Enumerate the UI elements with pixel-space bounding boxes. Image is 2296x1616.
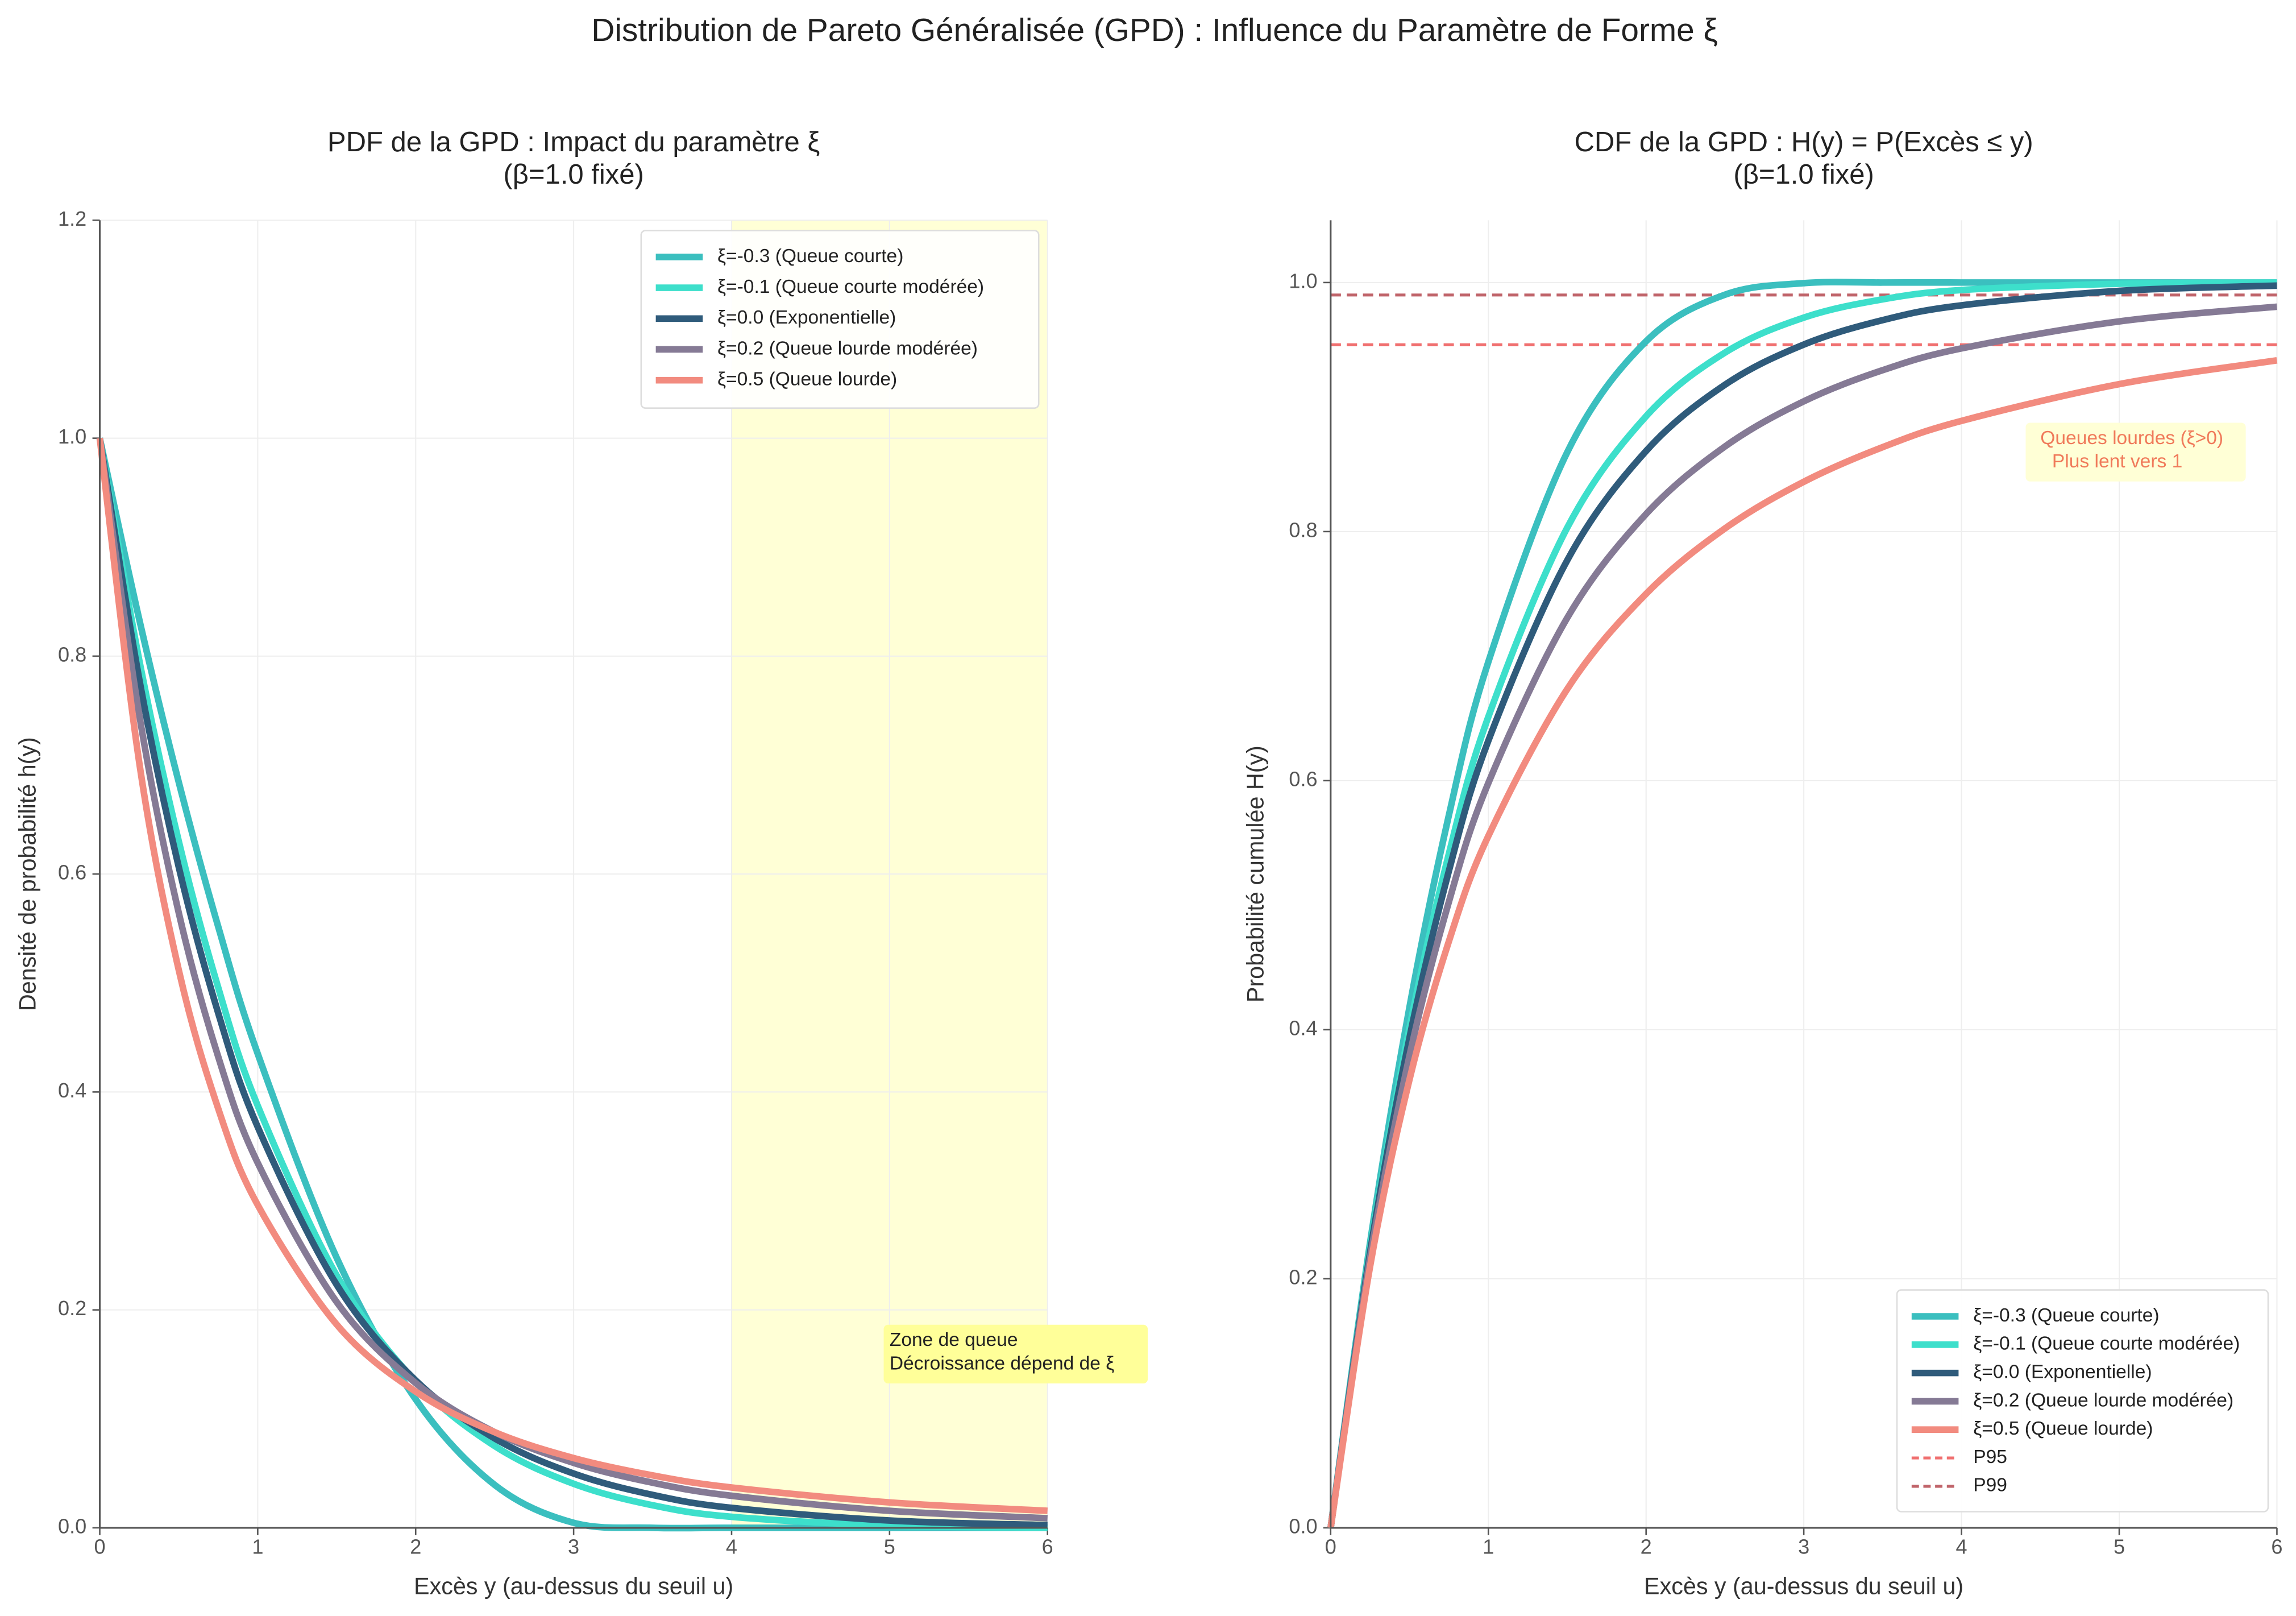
y-tick-label: 0.2 bbox=[1289, 1265, 1317, 1288]
y-tick-label: 0.6 bbox=[58, 861, 86, 884]
y-tick-label: 0.4 bbox=[58, 1079, 86, 1102]
legend: ξ=-0.3 (Queue courte) ξ=-0.1 (Queue court… bbox=[640, 230, 1040, 409]
x-axis-label: Excès y (au-dessus du seuil u) bbox=[1644, 1573, 1963, 1600]
legend-label: ξ=0.2 (Queue lourde modérée) bbox=[1973, 1390, 2233, 1411]
x-tick-label: 0 bbox=[1325, 1535, 1336, 1559]
figure-title: Distribution de Pareto Généralisée (GPD)… bbox=[591, 13, 1718, 48]
annotation-text: Plus lent vers 1 bbox=[2052, 451, 2182, 472]
x-axis-label: Excès y (au-dessus du seuil u) bbox=[414, 1573, 733, 1600]
legend-label: ξ=0.5 (Queue lourde) bbox=[1973, 1418, 2153, 1439]
annotation-box bbox=[2025, 422, 2246, 482]
y-axis-label: Probabilité cumulée H(y) bbox=[1243, 745, 1269, 1002]
x-tick-label: 4 bbox=[726, 1535, 737, 1559]
y-tick-label: 0.0 bbox=[58, 1514, 86, 1538]
y-tick-label: 1.0 bbox=[58, 425, 86, 448]
y-axis-label: Densité de probabilité h(y) bbox=[15, 737, 41, 1011]
x-tick-label: 5 bbox=[2114, 1535, 2125, 1559]
y-tick-label: 0.6 bbox=[1289, 767, 1317, 790]
x-tick-label: 6 bbox=[2271, 1535, 2282, 1559]
legend-label: P95 bbox=[1973, 1447, 2007, 1468]
x-tick-label: 2 bbox=[1641, 1535, 1652, 1559]
chart-title: PDF de la GPD : Impact du paramètre ξ bbox=[327, 127, 820, 158]
y-tick-label: 0.4 bbox=[1289, 1016, 1317, 1039]
legend-box bbox=[640, 230, 1040, 409]
y-tick-label: 1.0 bbox=[1289, 269, 1317, 292]
chart-title: (β=1.0 fixé) bbox=[1733, 159, 1874, 190]
x-tick-label: 1 bbox=[1483, 1535, 1494, 1559]
x-tick-label: 4 bbox=[1956, 1535, 1967, 1559]
annotation-text: Zone de queue bbox=[890, 1329, 1018, 1350]
x-tick-label: 6 bbox=[1042, 1535, 1053, 1559]
y-tick-label: 1.2 bbox=[58, 207, 86, 230]
y-tick-label: 0.0 bbox=[1289, 1514, 1317, 1538]
x-tick-label: 3 bbox=[568, 1535, 579, 1559]
legend-label: ξ=0.0 (Exponentielle) bbox=[717, 307, 896, 328]
legend-label: ξ=-0.1 (Queue courte modérée) bbox=[717, 276, 984, 297]
chart-title: CDF de la GPD : H(y) = P(Excès ≤ y) bbox=[1575, 127, 2033, 158]
legend-label: ξ=0.2 (Queue lourde modérée) bbox=[717, 338, 978, 359]
legend: ξ=-0.3 (Queue courte) ξ=-0.1 (Queue court… bbox=[1896, 1289, 2269, 1513]
series-line bbox=[1327, 303, 2277, 1528]
x-tick-label: 5 bbox=[884, 1535, 895, 1559]
annotation-box bbox=[883, 1324, 1148, 1384]
series-line bbox=[96, 437, 1048, 1522]
legend-label: ξ=-0.1 (Queue courte modérée) bbox=[1973, 1333, 2240, 1354]
legend-label: ξ=0.0 (Exponentielle) bbox=[1973, 1361, 2152, 1382]
legend-label: ξ=-0.3 (Queue courte) bbox=[1973, 1305, 2159, 1326]
series-line bbox=[96, 437, 1048, 1514]
series-line bbox=[96, 437, 1048, 1528]
x-tick-label: 0 bbox=[94, 1535, 105, 1559]
annotation-text: Décroissance dépend de ξ bbox=[890, 1353, 1114, 1374]
legend-box bbox=[1896, 1289, 2269, 1513]
x-tick-label: 2 bbox=[410, 1535, 421, 1559]
chart-title: (β=1.0 fixé) bbox=[503, 159, 644, 190]
y-tick-label: 0.2 bbox=[58, 1296, 86, 1320]
x-tick-label: 1 bbox=[252, 1535, 263, 1559]
legend-label: ξ=-0.3 (Queue courte) bbox=[717, 246, 903, 267]
annotation-text: Queues lourdes (ξ>0) bbox=[2040, 428, 2223, 449]
y-tick-label: 0.8 bbox=[1289, 518, 1317, 541]
legend-label: P99 bbox=[1973, 1475, 2007, 1496]
series-line bbox=[1327, 357, 2278, 1528]
legend-label: ξ=0.5 (Queue lourde) bbox=[717, 369, 897, 390]
y-tick-label: 0.8 bbox=[58, 643, 86, 666]
x-tick-label: 3 bbox=[1798, 1535, 1809, 1559]
